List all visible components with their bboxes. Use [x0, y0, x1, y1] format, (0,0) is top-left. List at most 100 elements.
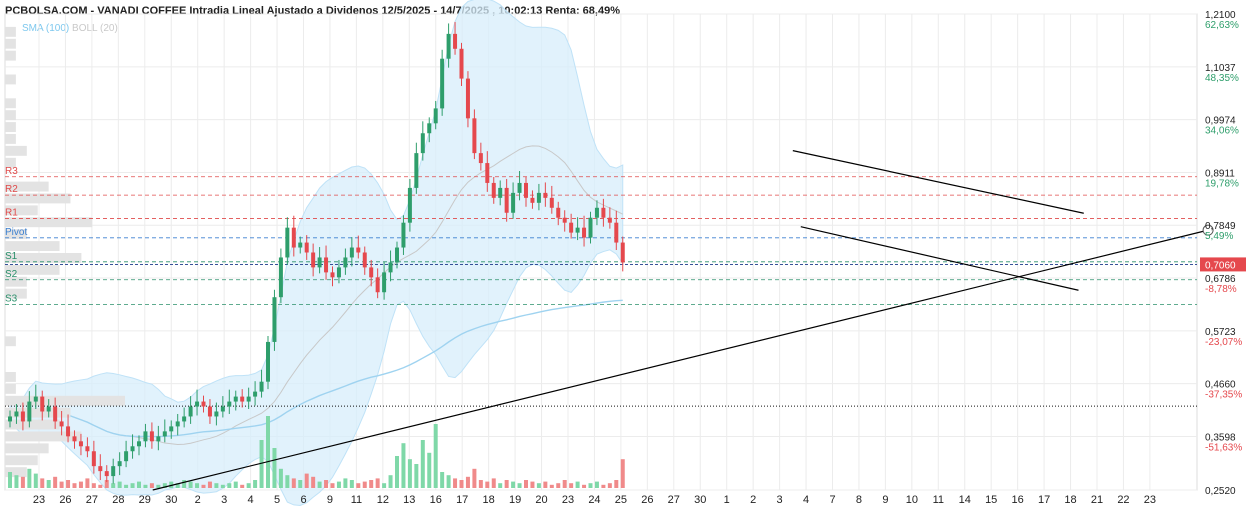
volume-bar: [278, 468, 283, 488]
candle-body: [98, 466, 103, 472]
volume-bar: [201, 484, 206, 488]
trendline: [800, 226, 1079, 291]
volume-bar: [440, 472, 445, 488]
profile-bar: [5, 98, 16, 109]
candle-body: [478, 153, 483, 164]
candle-body: [549, 197, 554, 208]
candle-body: [33, 396, 38, 402]
volume-bar: [478, 480, 483, 488]
date-tick-label: 18: [1064, 494, 1076, 506]
date-tick-label: 2: [195, 494, 201, 506]
volume-bar: [607, 483, 612, 488]
candle-body: [227, 401, 232, 407]
volume-bar: [207, 481, 212, 488]
profile-bar: [5, 145, 27, 156]
candle-body: [420, 133, 425, 154]
candle-body: [253, 391, 258, 397]
current-price-label: 0,7060: [1205, 260, 1236, 271]
profile-bar: [5, 241, 60, 251]
candle-body: [53, 406, 58, 422]
candle-body: [169, 426, 174, 432]
candle-body: [195, 401, 200, 407]
candle-body: [20, 411, 25, 422]
profile-bar: [5, 395, 125, 406]
pivot-label: S3: [5, 294, 18, 305]
volume-bar: [311, 476, 316, 488]
volume-bar: [601, 484, 606, 488]
volume-bar: [530, 481, 535, 488]
volume-bar: [491, 478, 496, 488]
date-tick-label: 22: [1117, 494, 1129, 506]
candle-body: [511, 192, 516, 213]
candle-body: [214, 411, 219, 417]
profile-bar: [5, 157, 16, 168]
candle-body: [304, 242, 309, 253]
volume-bar: [143, 484, 148, 488]
volume-bar: [401, 443, 406, 488]
candle-body: [104, 471, 109, 477]
candle-body: [601, 207, 606, 218]
candle-body: [446, 33, 451, 59]
candle-body: [291, 227, 296, 248]
date-tick-label: 11: [933, 494, 944, 506]
date-tick-label: 30: [694, 494, 706, 506]
sma-legend[interactable]: SMA (100): [22, 23, 70, 34]
profile-bar: [5, 110, 16, 121]
candle-body: [498, 187, 503, 198]
candle-body: [369, 267, 374, 278]
candle-body: [453, 33, 458, 49]
candle-body: [72, 436, 77, 442]
candle-body: [78, 441, 83, 447]
candle-body: [375, 277, 380, 293]
volume-bar: [395, 456, 399, 488]
volume-bar: [66, 480, 71, 488]
boll-legend[interactable]: BOLL (20): [72, 23, 118, 34]
candles: [8, 21, 625, 484]
volume-bar: [124, 484, 129, 488]
candle-body: [285, 227, 290, 258]
volume-bar: [175, 483, 180, 488]
candle-body: [46, 406, 51, 412]
candle-body: [407, 187, 412, 223]
date-tick-label: 21: [1091, 494, 1103, 506]
volume-bar: [188, 481, 193, 488]
volume-bar: [575, 481, 580, 488]
volume-bar: [465, 476, 470, 488]
volume-bars: [8, 416, 625, 488]
candle-body: [362, 252, 367, 268]
date-tick-label: 5: [274, 494, 280, 506]
profile-bar: [5, 122, 16, 132]
percent-tick-label: 48,35%: [1205, 73, 1239, 84]
volume-bar: [169, 481, 174, 488]
profile-bar: [5, 467, 27, 478]
volume-bar: [227, 483, 232, 488]
volume-bar: [104, 480, 109, 488]
candle-body: [588, 217, 593, 238]
candle-body: [124, 451, 129, 462]
date-tick-label: 19: [509, 494, 521, 506]
pivot-label: R2: [5, 184, 18, 195]
date-tick-label: 23: [33, 494, 45, 506]
profile-bar: [5, 276, 27, 287]
candle-body: [491, 182, 496, 198]
candle-body: [143, 431, 148, 442]
date-tick-label: 18: [483, 494, 495, 506]
date-tick-label: 25: [615, 494, 627, 506]
profile-bar: [5, 229, 27, 240]
date-tick-label: 4: [803, 494, 809, 506]
candle-body: [562, 217, 567, 223]
candle-body: [272, 297, 277, 342]
pivot-label: R1: [5, 207, 18, 218]
volume-bar: [407, 459, 412, 488]
candle-body: [607, 217, 612, 223]
candle-body: [324, 257, 329, 273]
candle-body: [504, 187, 509, 213]
volume-bar: [356, 483, 361, 488]
volume-bar: [266, 416, 270, 488]
percent-tick-label: -37,35%: [1205, 390, 1242, 401]
volume-bar: [111, 483, 116, 488]
date-tick-label: 15: [985, 494, 997, 506]
candle-body: [207, 406, 212, 417]
